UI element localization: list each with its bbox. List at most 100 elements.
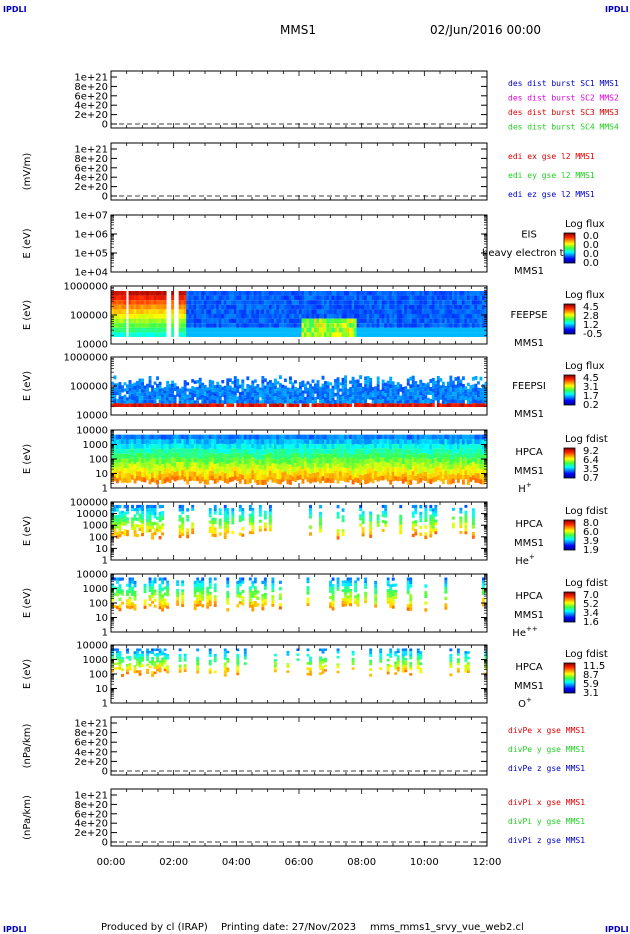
spectrogram-cell (339, 471, 343, 477)
spectrogram-cell (168, 444, 172, 450)
spectrogram-cell (401, 478, 405, 484)
spectrogram-cell (236, 448, 240, 454)
spectrogram-cell (426, 388, 430, 392)
spectrogram-cell (131, 508, 134, 512)
spectrogram-cell (416, 439, 420, 445)
spectrogram-cell (456, 395, 460, 400)
spectrogram-cell (271, 444, 275, 450)
spectrogram-cell (163, 468, 167, 474)
spectrogram-cell (369, 309, 373, 314)
spectrogram-cell (228, 444, 232, 449)
spectrogram-cell (253, 332, 257, 337)
spectrogram-cell (456, 309, 460, 314)
spectrogram-cell (459, 386, 463, 390)
spectrogram-cell (198, 478, 202, 484)
spectrogram-cell (188, 394, 192, 398)
spectrogram-cell (389, 434, 393, 440)
spectrogram-cell (444, 300, 448, 305)
spectrogram-cell (471, 448, 475, 453)
spectrogram-cell (141, 385, 144, 390)
spectrogram (111, 375, 488, 407)
spectrogram-cell (434, 519, 438, 523)
spectrogram-cell (256, 474, 260, 480)
spectrogram-cell (429, 464, 433, 470)
spectrogram-cell (223, 473, 227, 479)
spectrogram-cell (341, 309, 345, 314)
spectrogram-cell (226, 300, 230, 305)
spectrogram-cell (118, 466, 122, 472)
spectrogram-cell (349, 314, 353, 319)
spectrogram-cell (141, 318, 144, 324)
spectrogram-cell (266, 309, 270, 314)
spectrogram-cell (464, 304, 468, 310)
spectrogram-cell (141, 389, 144, 393)
spectrogram-cell (121, 318, 124, 324)
spectrogram-cell (374, 309, 378, 314)
spectrogram-cell (281, 309, 285, 314)
spectrogram-cell (243, 444, 247, 450)
spectrogram-cell (166, 434, 170, 440)
spectrogram-cell (431, 377, 435, 382)
colorbar-tick-label: 0.7 (583, 473, 599, 484)
spectrogram-cell (143, 434, 147, 440)
spectrogram-cell (138, 462, 142, 467)
spectrogram-cell (399, 295, 403, 301)
spectrogram-cell (271, 396, 275, 401)
spectrogram-cell (141, 382, 144, 386)
spectrogram-cell (304, 403, 307, 407)
spectrogram-cell (283, 385, 287, 390)
spectrogram-cell (231, 397, 235, 401)
colorbar-title: Log fdist (565, 434, 608, 445)
spectrogram-cell (424, 518, 428, 522)
spectrogram-cell (306, 448, 310, 454)
spectrogram-cell (476, 314, 480, 319)
spectrogram-cell (118, 476, 122, 481)
spectrogram-cell (216, 314, 220, 319)
spectrogram-cell (113, 399, 117, 404)
spectrogram-cell (153, 400, 157, 404)
spectrogram-cell (379, 396, 383, 401)
spectrogram-cell (444, 295, 448, 301)
spectrogram-cell (431, 388, 435, 393)
spectrogram-cell (226, 399, 230, 404)
spectrogram-cell (316, 327, 320, 333)
spectrogram-cell (386, 323, 390, 328)
spectrogram-cell (326, 399, 330, 404)
spectrogram-cell (191, 471, 195, 476)
spectrogram-cell (339, 403, 343, 407)
spectrogram-cell (461, 464, 465, 470)
spectrogram-cell (406, 327, 410, 333)
spectrogram-cell (281, 295, 285, 301)
spectrogram-cell (341, 518, 345, 523)
spectrogram-cell (203, 304, 207, 310)
spectrogram-cell (399, 524, 403, 528)
spectrogram-cell (439, 300, 443, 305)
spectrogram-cell (456, 327, 460, 333)
spectrogram-cell (476, 397, 480, 401)
spectrogram-cell (459, 400, 463, 404)
spectrogram-cell (226, 469, 230, 475)
spectrogram-cell (426, 478, 430, 484)
spectrogram-cell (271, 473, 275, 478)
spectrogram-cell (454, 443, 458, 449)
spectrogram-cell (474, 387, 478, 392)
spectrogram-cell (143, 323, 147, 328)
spectrogram-cell (431, 463, 435, 468)
spectrogram-cell (166, 400, 170, 404)
spectrogram-cell (424, 457, 428, 463)
spectrogram-cell (446, 399, 450, 404)
spectrogram-cell (309, 508, 312, 512)
spectrogram-cell (188, 443, 192, 449)
spectrogram-cell (153, 528, 157, 532)
spectrogram-cell (339, 439, 343, 444)
spectrogram-cell (424, 395, 428, 400)
spectrogram-cell (386, 295, 390, 301)
spectrogram-cell (258, 304, 262, 310)
spectrogram-cell (121, 327, 124, 333)
spectrogram-cell (354, 295, 358, 301)
spectrogram-cell (324, 300, 327, 305)
spectrogram-cell (133, 459, 137, 464)
spectrogram-cell (406, 314, 410, 319)
spectrogram-cell (311, 314, 315, 319)
